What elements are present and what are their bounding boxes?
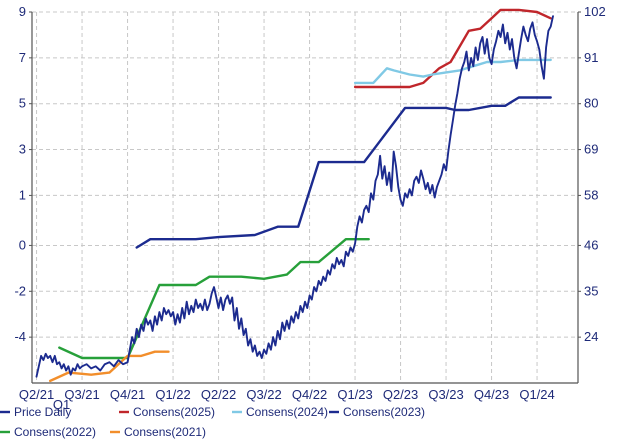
- y-right-tick-label: 24: [584, 329, 598, 344]
- y-left-tick-label: 3: [19, 142, 26, 157]
- series-lines: [35, 8, 554, 383]
- legend-label: Price Daily: [14, 405, 71, 419]
- y-right-tick-label: 80: [584, 96, 598, 111]
- legend: Price Daily Consens(2025) Consens(2024) Con…: [0, 405, 425, 439]
- y-right-tick-label: 91: [584, 50, 598, 65]
- legend-label: Consens(2022): [14, 425, 96, 439]
- legend-label: Consens(2024): [246, 405, 328, 419]
- series-price-daily-line: [35, 15, 554, 378]
- y-left-tick-label: -2: [14, 283, 26, 298]
- legend-item: Consens(2024): [232, 405, 328, 419]
- tick-labels: 9 7 5 3 1 0 -2 -4 102 91 80 69 58 46 35 24 Q2/21 Q3/21 Q4/…: [14, 4, 605, 412]
- series-consens-2023-line: [135, 96, 552, 249]
- legend-item: Consens(2021): [110, 425, 206, 439]
- legend-item: Price Daily: [0, 405, 71, 419]
- x-tick-label: Q2/21: [19, 387, 54, 402]
- x-tick-label: Q2/23: [383, 387, 418, 402]
- legend-label: Consens(2025): [133, 405, 215, 419]
- x-tick-label: Q2/22: [201, 387, 236, 402]
- y-left-tick-label: 7: [19, 50, 26, 65]
- x-tick-label: Q1/22: [155, 387, 190, 402]
- y-right-tick-label: 58: [584, 187, 598, 202]
- x-tick-label: Q1/24: [519, 387, 554, 402]
- legend-item: Consens(2022): [0, 425, 96, 439]
- x-tick-label: Q4/23: [474, 387, 509, 402]
- x-tick-label: Q4/21: [110, 387, 145, 402]
- y-right-tick-label: 69: [584, 142, 598, 157]
- x-tick-label-extra: Q1: [53, 397, 70, 412]
- y-left-tick-label: 1: [19, 187, 26, 202]
- x-tick-label: Q3/23: [428, 387, 463, 402]
- series-consens-2024-line: [353, 58, 552, 85]
- series-consens-2025-line: [353, 8, 552, 89]
- y-left-tick-label: 0: [19, 237, 26, 252]
- y-right-tick-label: 35: [584, 283, 598, 298]
- x-tick-label: Q4/22: [292, 387, 327, 402]
- y-right-tick-label: 102: [584, 4, 606, 19]
- legend-item: Consens(2025): [119, 405, 215, 419]
- axes: [31, 12, 579, 384]
- y-left-tick-label: 5: [19, 96, 26, 111]
- x-tick-label: Q1/23: [337, 387, 372, 402]
- legend-label: Consens(2021): [124, 425, 206, 439]
- plot-area: [32, 12, 578, 383]
- legend-item: Consens(2023): [329, 405, 425, 419]
- y-left-tick-label: 9: [19, 4, 26, 19]
- x-tick-label: Q3/21: [64, 387, 99, 402]
- plot-background: [32, 12, 578, 383]
- y-left-tick-label: -4: [14, 329, 26, 344]
- x-tick-label: Q3/22: [246, 387, 281, 402]
- y-right-tick-label: 46: [584, 237, 598, 252]
- legend-label: Consens(2023): [343, 405, 425, 419]
